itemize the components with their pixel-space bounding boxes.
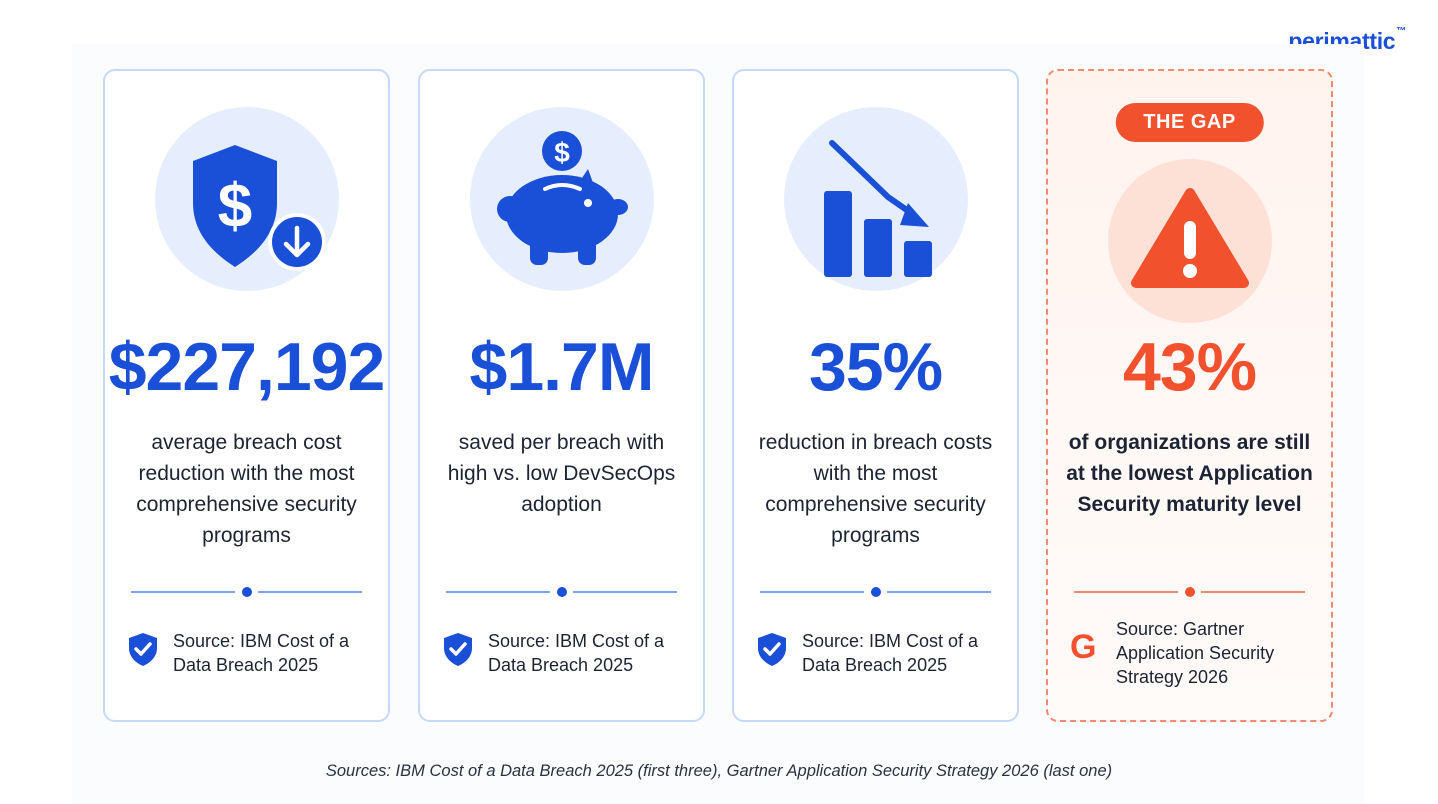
icon-circle (783, 107, 968, 291)
shield-check-icon (444, 633, 472, 666)
stat-description: saved per breach with high vs. low DevSe… (447, 431, 676, 516)
divider (131, 587, 362, 597)
stat-card-breach-cost-reduction: $ $227,192 average breach cost reduction… (103, 69, 390, 722)
stat-value: 43% (1122, 329, 1257, 405)
source-text: Source: IBM Cost of a Data Breach 2025 (802, 631, 979, 675)
declining-bar-chart-icon (823, 140, 932, 277)
source-text: Source: IBM Cost of a Data Breach 2025 (173, 631, 350, 675)
source-text: Source: IBM Cost of a Data Breach 2025 (488, 631, 665, 675)
stat-value: $227,192 (108, 329, 386, 405)
source-line: Source: IBM Cost of a Data Breach 2025 (442, 629, 689, 689)
brand-trademark: ™ (1396, 26, 1406, 37)
shield-dollar-download-icon: $ (192, 145, 326, 271)
shield-check-icon (129, 633, 157, 666)
gartner-g-icon: G (1070, 628, 1097, 666)
source-line: G Source: Gartner Application Security S… (1070, 617, 1317, 687)
warning-triangle-icon (1130, 188, 1249, 288)
icon-circle: $ (469, 107, 654, 291)
shield-check-icon (758, 633, 786, 666)
stat-value: $1.7M (469, 329, 655, 405)
source-text: Source: Gartner Application Security Str… (1116, 619, 1275, 687)
piggy-bank-icon: $ (496, 131, 628, 265)
divider (1074, 587, 1305, 597)
sources-footnote: Sources: IBM Cost of a Data Breach 2025 … (325, 762, 1113, 780)
the-gap-badge: THE GAP (1115, 103, 1264, 142)
stat-card-breach-cost-percent: 35% reduction in breach costs with the m… (732, 69, 1019, 722)
source-line: Source: IBM Cost of a Data Breach 2025 (756, 629, 1003, 689)
stat-card-the-gap: THE GAP 43% of organizations are still a… (1046, 69, 1333, 722)
svg-text:$: $ (554, 137, 570, 168)
svg-text:$: $ (217, 172, 251, 241)
stat-description: of organizations are still at the lowest… (1066, 431, 1313, 516)
stat-description: reduction in breach costs with the most … (758, 431, 993, 547)
divider (446, 587, 677, 597)
divider (760, 587, 991, 597)
stat-value: 35% (808, 329, 943, 405)
icon-circle: $ (154, 107, 339, 291)
icon-circle (1107, 159, 1272, 323)
stat-card-devsecops-savings: $ $1.7M saved per breach with high vs. l… (418, 69, 705, 722)
source-line: Source: IBM Cost of a Data Breach 2025 (127, 629, 374, 689)
stat-description: average breach cost reduction with the m… (136, 431, 357, 547)
